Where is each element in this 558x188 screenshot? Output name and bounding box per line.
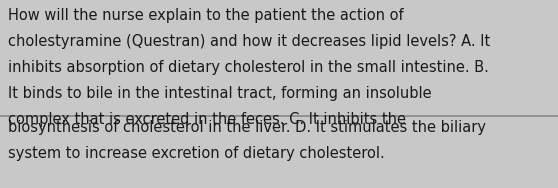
Text: complex that is excreted in the feces. C. It inhibits the: complex that is excreted in the feces. C… [8,112,406,127]
Text: How will the nurse explain to the patient the action of: How will the nurse explain to the patien… [8,8,403,24]
Text: biosynthesis of cholesterol in the liver. D. It stimulates the biliary: biosynthesis of cholesterol in the liver… [8,120,486,135]
Text: inhibits absorption of dietary cholesterol in the small intestine. B.: inhibits absorption of dietary cholester… [8,60,489,75]
Text: cholestyramine (Questran) and how it decreases lipid levels? A. It: cholestyramine (Questran) and how it dec… [8,34,490,49]
Text: It binds to bile in the intestinal tract, forming an insoluble: It binds to bile in the intestinal tract… [8,86,431,101]
Text: system to increase excretion of dietary cholesterol.: system to increase excretion of dietary … [8,146,384,161]
